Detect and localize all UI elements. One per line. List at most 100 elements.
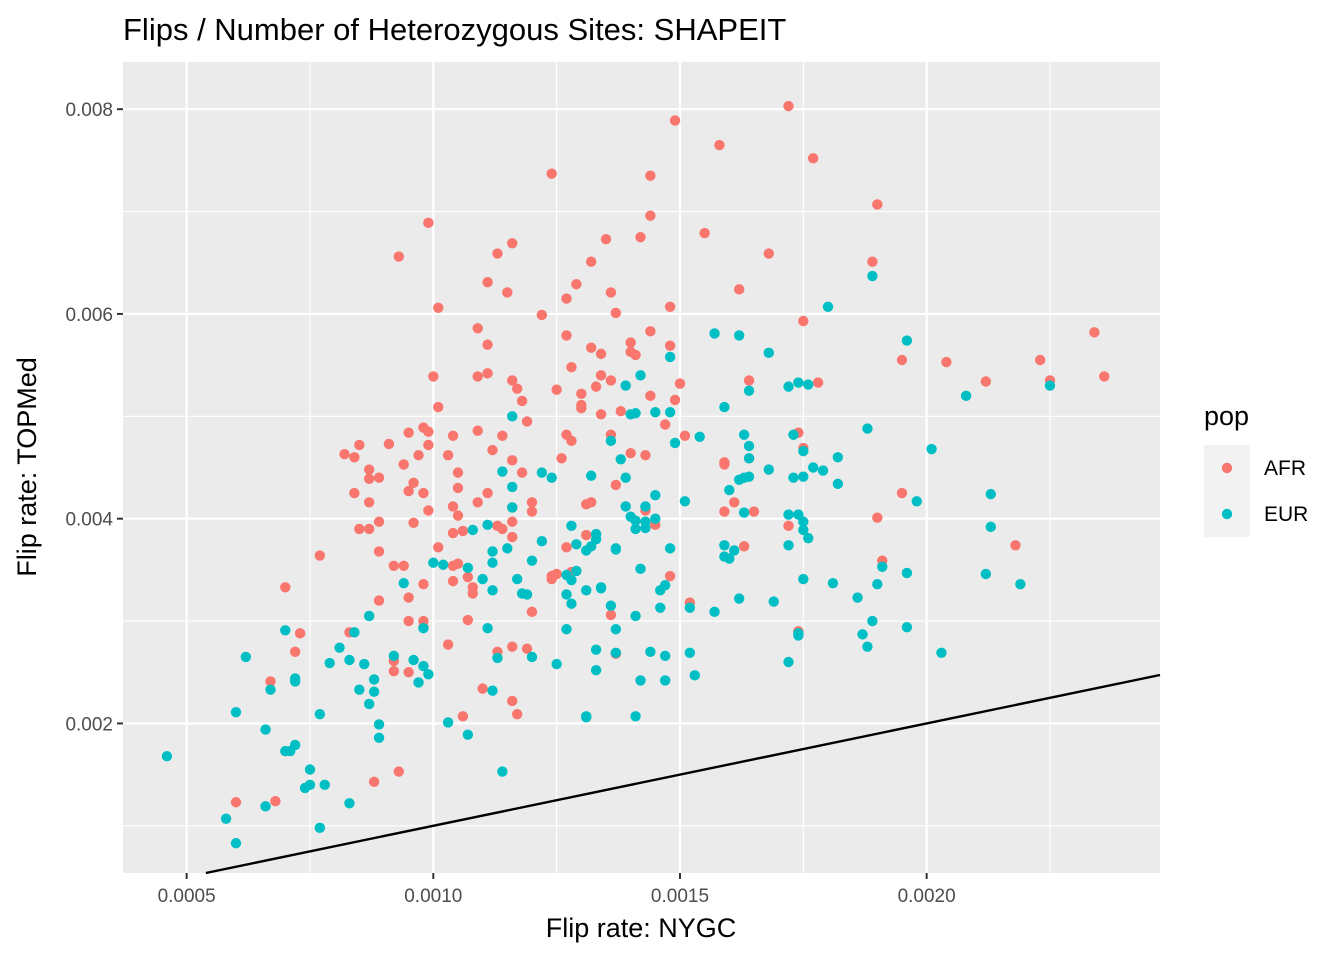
data-point-afr: [590, 381, 602, 392]
data-point-eur: [659, 650, 671, 662]
data-point-eur: [462, 729, 474, 740]
data-point-eur: [798, 445, 809, 457]
data-point-eur: [511, 573, 523, 585]
data-point-afr: [393, 766, 404, 777]
data-point-eur: [418, 660, 429, 672]
data-point-eur: [738, 429, 750, 440]
data-point-eur: [561, 624, 572, 635]
data-point-afr: [1034, 354, 1046, 366]
data-point-eur: [872, 579, 883, 590]
data-point-afr: [472, 497, 483, 508]
data-point-eur: [817, 465, 829, 476]
reference-line: [205, 673, 1161, 875]
data-point-eur: [467, 524, 478, 536]
data-point-eur: [368, 686, 380, 697]
data-point-eur: [581, 711, 592, 722]
data-point-afr: [433, 542, 444, 553]
data-point-eur: [418, 623, 429, 634]
data-point-eur: [659, 675, 671, 686]
data-point-afr: [433, 302, 444, 313]
series-eur: [161, 270, 1056, 849]
data-point-eur: [911, 496, 922, 507]
data-point-afr: [536, 309, 548, 321]
data-point-eur: [581, 585, 592, 596]
data-point-eur: [398, 577, 409, 589]
data-point-afr: [472, 323, 483, 334]
data-point-eur: [220, 813, 232, 824]
data-point-eur: [536, 536, 548, 547]
data-point-afr: [669, 394, 681, 406]
data-point-eur: [635, 370, 646, 381]
data-point-eur: [610, 647, 622, 658]
data-point-eur: [610, 624, 622, 635]
data-point-afr: [289, 646, 301, 657]
data-point-afr: [472, 371, 483, 382]
data-point-afr: [507, 695, 518, 707]
data-point-afr: [447, 501, 459, 512]
data-point-eur: [985, 521, 996, 533]
data-point-eur: [423, 669, 434, 680]
data-point-afr: [433, 401, 444, 413]
data-point-eur: [408, 654, 419, 666]
data-point-afr: [428, 371, 439, 382]
data-point-eur: [526, 555, 538, 566]
data-point-eur: [571, 539, 582, 550]
data-point-afr: [763, 248, 774, 259]
data-point-afr: [600, 234, 612, 245]
legend-keys: AFR EUR: [1204, 445, 1308, 537]
x-axis: 0.0005 0.0010 0.0015 0.0020: [158, 873, 956, 907]
data-point-eur: [344, 798, 355, 809]
data-point-afr: [497, 430, 508, 441]
x-tick-label: 0.0020: [898, 886, 956, 907]
data-point-eur: [566, 520, 577, 532]
data-point-eur: [798, 471, 809, 482]
data-point-afr: [526, 506, 538, 517]
data-point-eur: [901, 567, 913, 579]
data-point-eur: [595, 583, 607, 594]
data-point-afr: [423, 439, 434, 451]
data-point-afr: [507, 516, 518, 527]
data-point-afr: [521, 643, 533, 654]
data-point-afr: [605, 287, 617, 298]
data-point-eur: [877, 561, 888, 573]
plot-panel: [123, 62, 1160, 873]
data-point-afr: [743, 375, 755, 386]
data-point-afr: [507, 375, 518, 386]
data-point-eur: [265, 684, 276, 695]
data-point-afr: [566, 361, 577, 373]
data-point-eur: [936, 647, 947, 658]
series-afr: [230, 100, 1110, 808]
data-point-eur: [314, 709, 326, 720]
data-point-afr: [566, 435, 577, 447]
data-point-afr: [452, 510, 464, 521]
data-point-eur: [743, 471, 755, 482]
data-point-afr: [418, 487, 429, 499]
data-point-eur: [738, 507, 750, 518]
data-point-afr: [373, 472, 385, 483]
data-point-afr: [733, 284, 745, 295]
data-point-eur: [788, 429, 799, 440]
data-point-afr: [605, 375, 617, 386]
data-point-afr: [664, 570, 676, 582]
data-point-afr: [551, 384, 562, 395]
data-point-afr: [230, 797, 242, 808]
data-point-afr: [467, 588, 478, 599]
y-tick-label: 0.004: [65, 510, 113, 531]
data-point-eur: [630, 610, 641, 622]
data-point-eur: [334, 642, 345, 653]
data-point-afr: [640, 450, 651, 461]
data-point-eur: [630, 408, 641, 419]
data-point-afr: [482, 277, 493, 288]
data-point-eur: [388, 650, 400, 662]
data-point-afr: [581, 529, 592, 541]
data-point-afr: [664, 340, 676, 351]
data-point-eur: [487, 585, 498, 596]
data-point-eur: [304, 779, 316, 791]
data-point-afr: [595, 348, 607, 360]
data-point-afr: [418, 579, 429, 590]
data-point-eur: [620, 501, 631, 512]
data-point-afr: [516, 395, 528, 407]
data-point-afr: [280, 582, 291, 593]
data-point-afr: [669, 115, 681, 126]
